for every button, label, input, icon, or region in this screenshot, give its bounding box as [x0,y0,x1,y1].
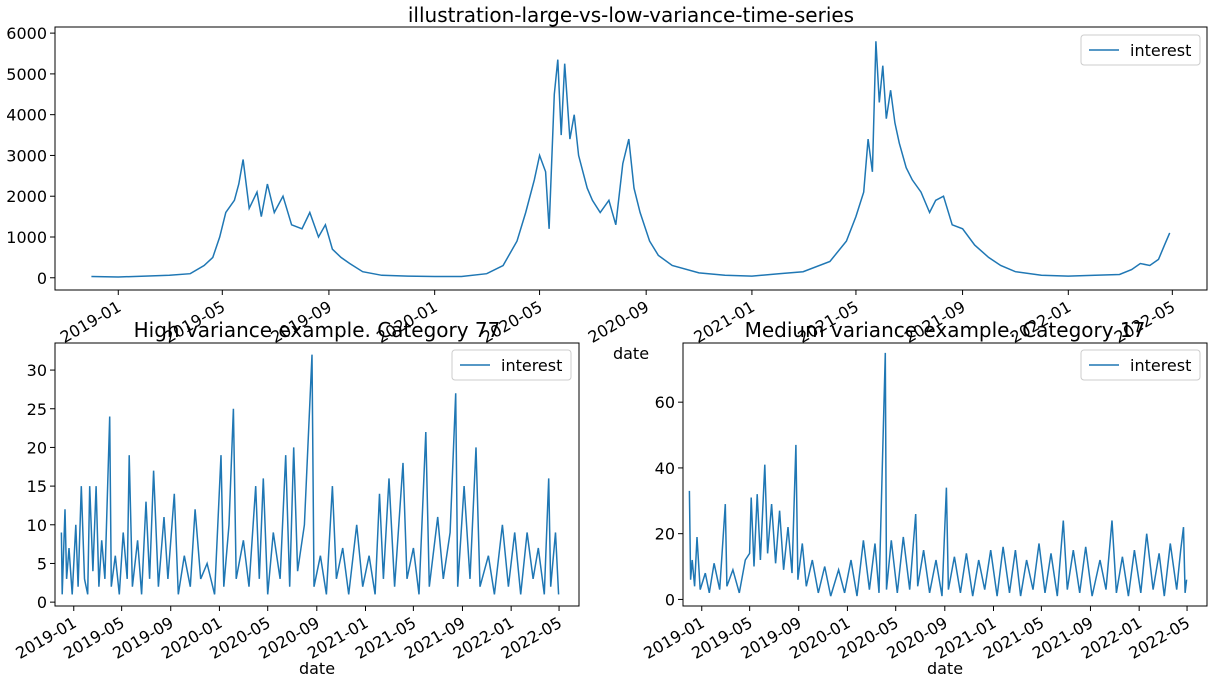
y-tick-label: 0 [37,269,47,288]
chart-title-top: illustration-large-vs-low-variance-time-… [408,3,854,27]
legend-bottom-right: interest [1080,349,1201,381]
y-ticks-bottom-left: 0 5 10 15 20 25 30 [27,361,55,612]
legend-label-top: interest [1130,41,1191,60]
chart-title-bottom-left: High variance example. Category 77 [134,318,501,342]
y-tick-label: 60 [655,393,675,412]
y-tick-label: 2000 [6,187,47,206]
y-tick-label: 15 [27,477,47,496]
plot-area-top [54,26,1208,291]
y-tick-label: 20 [655,525,675,544]
x-axis-label-top: date [613,344,649,363]
legend-label-bottom-right: interest [1130,356,1191,375]
legend-top: interest [1080,34,1201,66]
legend-box-top [1080,34,1201,66]
y-tick-label: 4000 [6,106,47,125]
y-tick-label: 25 [27,400,47,419]
series-line-top [91,41,1171,278]
legend-bottom-left: interest [451,349,572,381]
legend-box-bottom-right [1080,349,1201,381]
x-axis-label-bottom-left: date [299,659,335,678]
y-tick-label: 1000 [6,228,47,247]
y-tick-label: 3000 [6,146,47,165]
y-tick-label: 20 [27,438,47,457]
legend-box-bottom-left [451,349,572,381]
y-tick-label: 40 [655,459,675,478]
y-tick-label: 30 [27,361,47,380]
chart-title-bottom-right: Medium variance example. Category 17 [745,318,1146,342]
y-tick-label: 6000 [6,24,47,43]
y-tick-label: 0 [37,593,47,612]
y-tick-label: 5000 [6,65,47,84]
y-ticks-top: 0 1000 2000 3000 4000 5000 6000 [6,24,55,288]
series-line-bottom-left [60,354,560,595]
legend-label-bottom-left: interest [501,356,562,375]
y-tick-label: 10 [27,516,47,535]
series-line-bottom-right [688,352,1188,597]
x-axis-label-bottom-right: date [927,659,963,678]
y-tick-label: 5 [37,554,47,573]
y-tick-label: 0 [665,590,675,609]
y-ticks-bottom-right: 0 20 40 60 [655,393,683,609]
